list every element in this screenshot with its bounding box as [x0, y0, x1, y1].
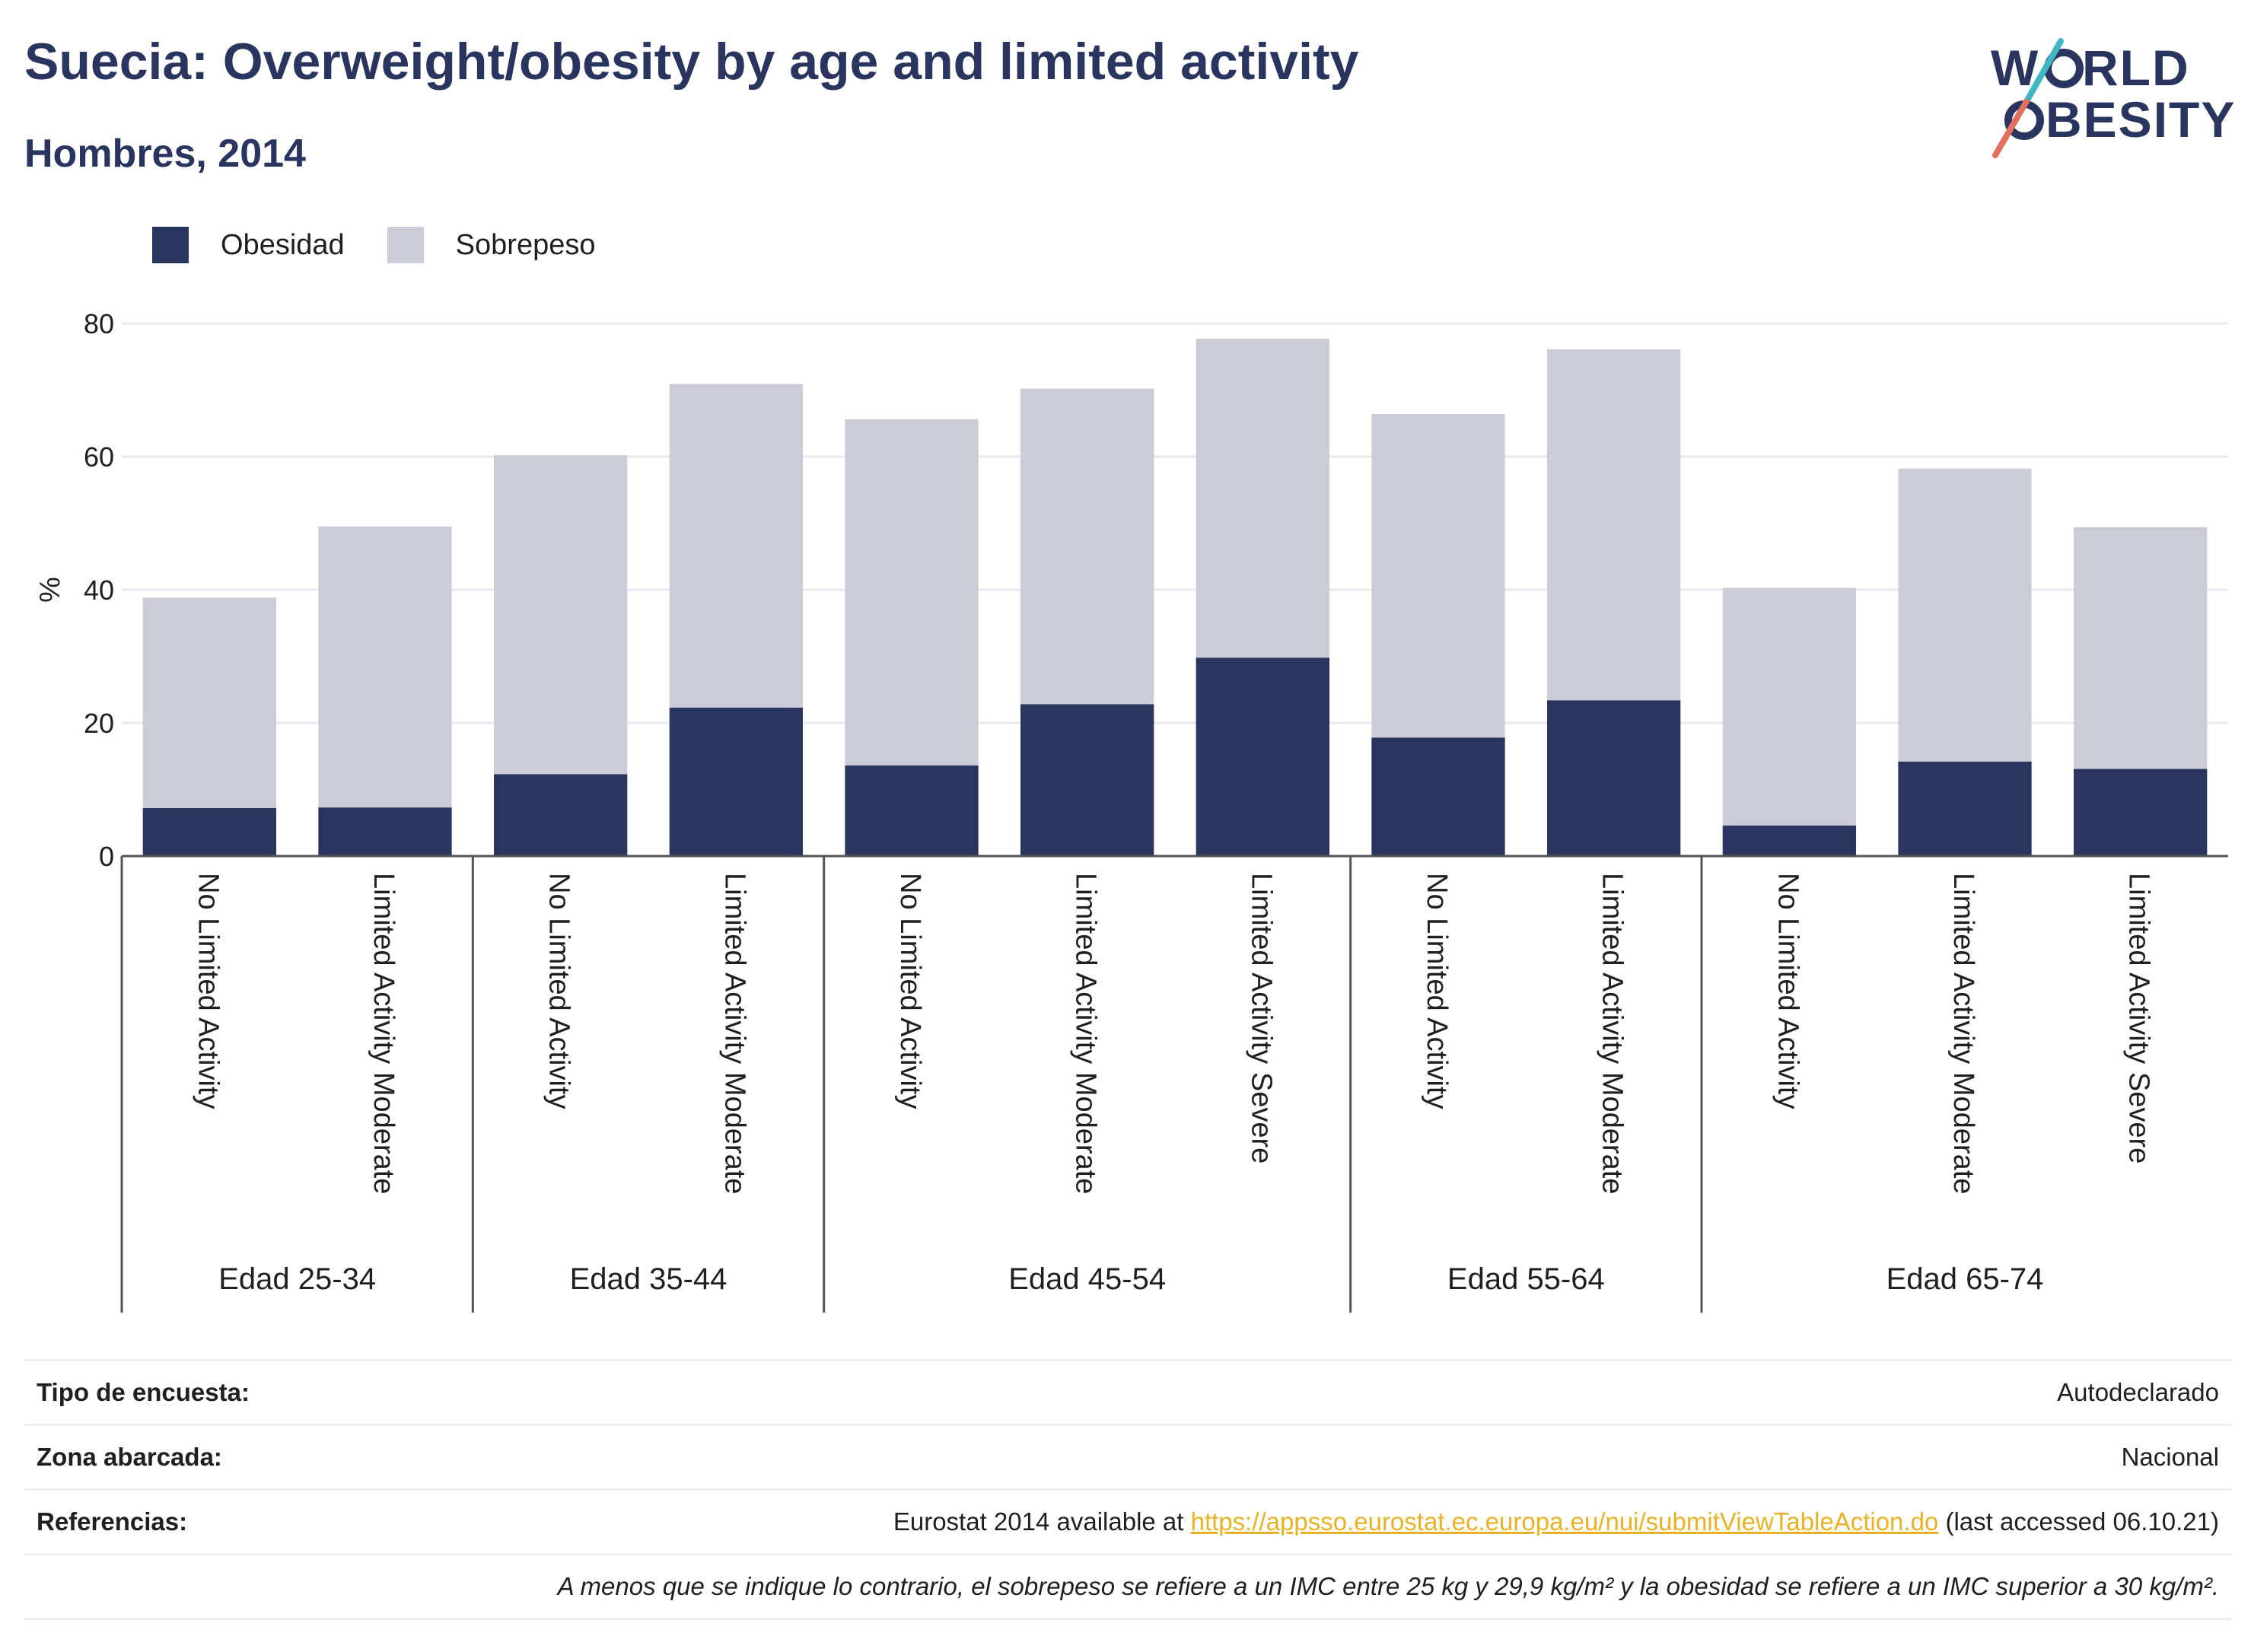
meta-row-coverage: Zona abarcada: Nacional — [24, 1424, 2231, 1488]
y-tick-label: 0 — [99, 841, 114, 872]
bar-obesidad — [1020, 704, 1154, 856]
bar-sobrepeso — [1371, 414, 1505, 738]
group-label: Edad 55-64 — [1447, 1262, 1605, 1296]
group-label: Edad 65-74 — [1886, 1262, 2044, 1296]
x-category-label: Limited Activity Severe — [1245, 873, 1277, 1163]
meta-label-survey-type: Tipo de encuesta: — [37, 1378, 250, 1406]
bar-sobrepeso — [1196, 339, 1329, 658]
bar-obesidad — [1547, 700, 1681, 856]
bar-sobrepeso — [1898, 468, 2032, 762]
bar-sobrepeso — [2074, 527, 2208, 769]
x-category-label: Limited Activity Moderate — [1597, 873, 1629, 1194]
chart-title: Suecia: Overweight/obesity by age and li… — [24, 33, 1359, 91]
x-category-label: No Limited Activity — [1772, 873, 1804, 1109]
bar-sobrepeso — [1020, 388, 1154, 705]
meta-value-survey-type: Autodeclarado — [2057, 1378, 2219, 1406]
bar-obesidad — [142, 808, 276, 856]
bar-obesidad — [845, 766, 979, 856]
bar-sobrepeso — [494, 455, 628, 775]
bar-obesidad — [669, 707, 803, 856]
y-axis-label: % — [34, 577, 66, 603]
y-tick-label: 20 — [84, 708, 114, 739]
group-label: Edad 25-34 — [218, 1262, 376, 1296]
legend: Obesidad Sobrepeso — [152, 227, 638, 263]
x-category-label: No Limited Activity — [192, 873, 224, 1109]
world-obesity-logo: W RLD BESITY — [1991, 38, 2236, 158]
svg-text:BESITY: BESITY — [2046, 91, 2236, 148]
meta-value-references: Eurostat 2014 available at https://appss… — [893, 1507, 2219, 1536]
x-category-label: Limited Activity Moderate — [718, 873, 750, 1194]
bar-obesidad — [494, 774, 628, 856]
bar-obesidad — [1196, 657, 1329, 856]
y-tick-label: 80 — [84, 308, 114, 339]
x-category-label: No Limited Activity — [894, 873, 926, 1109]
y-tick-label: 40 — [84, 575, 114, 606]
legend-label-sobrepeso: Sobrepeso — [455, 228, 596, 261]
bar-obesidad — [2074, 769, 2208, 856]
bar-sobrepeso — [669, 384, 803, 708]
meta-row-references: Referencias: Eurostat 2014 available at … — [24, 1488, 2231, 1553]
legend-swatch-obesidad — [152, 227, 189, 263]
y-tick-label: 60 — [84, 441, 114, 473]
bar-obesidad — [1722, 825, 1856, 856]
svg-text:RLD: RLD — [2082, 40, 2190, 96]
x-category-label: Limited Activity Moderate — [368, 873, 400, 1194]
x-category-label: Limited Activity Severe — [2123, 873, 2155, 1163]
meta-label-coverage: Zona abarcada: — [37, 1443, 222, 1471]
group-label: Edad 45-54 — [1008, 1262, 1166, 1296]
x-category-label: Limited Activity Moderate — [1070, 873, 1102, 1194]
references-link[interactable]: https://appsso.eurostat.ec.europa.eu/nui… — [1190, 1507, 1939, 1536]
meta-row-note: A menos que se indique lo contrario, el … — [24, 1553, 2231, 1620]
legend-swatch-sobrepeso — [387, 227, 424, 263]
bar-sobrepeso — [142, 597, 276, 808]
bar-obesidad — [1898, 761, 2032, 856]
bar-sobrepeso — [845, 419, 979, 766]
legend-item-obesidad: Obesidad — [152, 227, 345, 263]
bar-chart: 0 20 40 60 80% No Limited Activity Limited Act… — [34, 308, 2228, 1313]
metadata-table: Tipo de encuesta: Autodeclarado Zona aba… — [24, 1359, 2231, 1620]
references-suffix: (last accessed 06.10.21) — [1938, 1507, 2219, 1536]
svg-text:W: W — [1991, 40, 2039, 96]
bar-sobrepeso — [318, 526, 452, 808]
bar-obesidad — [1371, 737, 1505, 856]
definition-note: A menos que se indique lo contrario, el … — [557, 1572, 2219, 1600]
x-category-label: No Limited Activity — [1421, 873, 1453, 1109]
meta-row-survey-type: Tipo de encuesta: Autodeclarado — [24, 1359, 2231, 1424]
legend-item-sobrepeso: Sobrepeso — [387, 227, 596, 263]
meta-value-coverage: Nacional — [2121, 1443, 2219, 1471]
bar-sobrepeso — [1547, 349, 1681, 701]
references-prefix: Eurostat 2014 available at — [893, 1507, 1191, 1536]
group-label: Edad 35-44 — [570, 1262, 728, 1296]
legend-label-obesidad: Obesidad — [221, 228, 345, 261]
bar-sobrepeso — [1722, 587, 1856, 826]
meta-label-references: Referencias: — [37, 1507, 188, 1536]
chart-subtitle: Hombres, 2014 — [24, 132, 306, 176]
bar-obesidad — [318, 807, 452, 856]
x-category-label: No Limited Activity — [543, 873, 575, 1109]
x-category-label: Limited Activity Moderate — [1947, 873, 1979, 1194]
